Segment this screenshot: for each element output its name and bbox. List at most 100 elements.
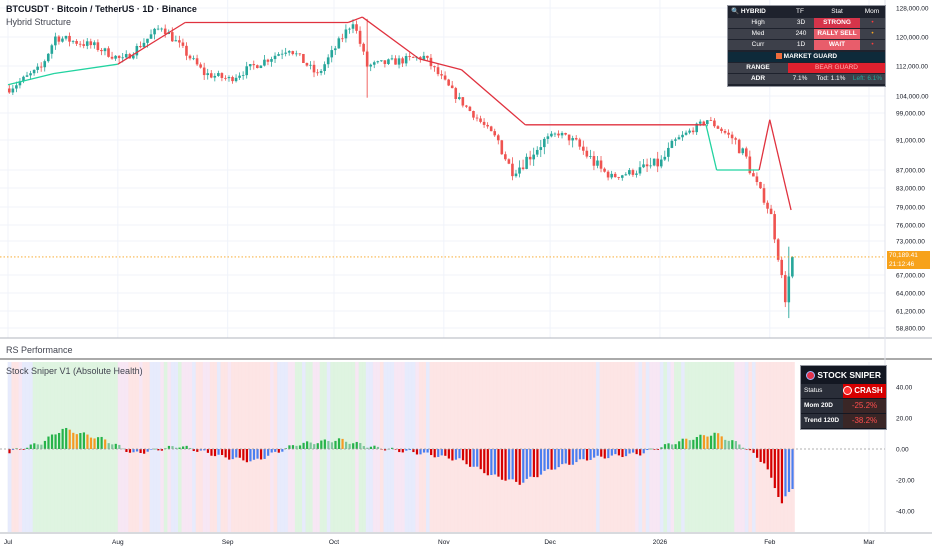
indicator-label-hybrid[interactable]: Hybrid Structure [6, 17, 72, 27]
histogram-bar [688, 440, 691, 449]
histogram-bar [281, 449, 284, 452]
bg-band [277, 362, 282, 532]
histogram-bar [369, 446, 373, 449]
candle-body [174, 40, 178, 42]
bg-band [457, 362, 462, 532]
candle-body [720, 128, 723, 132]
bg-band [266, 362, 271, 532]
candle-body [114, 55, 117, 59]
histogram-bar [444, 449, 447, 456]
price-tick-label: 83,000.00 [896, 186, 925, 193]
time-tick-label: Jul [4, 539, 13, 546]
time-axis[interactable]: Jul Aug Sep Oct Nov Dec 2026 Feb Mar [4, 539, 876, 546]
histogram-bar [238, 449, 241, 458]
candle-body [341, 38, 344, 40]
histogram-bar [160, 449, 163, 451]
pane-title-sniper[interactable]: Stock Sniper V1 (Absolute Health) [6, 366, 143, 376]
candle-body [273, 55, 277, 60]
bg-band [443, 362, 448, 532]
candle-body [75, 40, 78, 44]
row-value: -38.2% [843, 414, 886, 428]
candle-body [631, 170, 635, 175]
histogram-bar [472, 449, 475, 467]
histogram-bar [408, 449, 411, 451]
candle-body [295, 53, 298, 55]
bg-band [238, 362, 243, 532]
histogram-bar [316, 443, 319, 449]
candle-body [355, 24, 358, 31]
candle-body [32, 69, 36, 74]
histogram-bar [249, 449, 252, 462]
bg-band [397, 362, 402, 532]
histogram-bar [167, 445, 171, 449]
row-mom: • [860, 29, 885, 39]
histogram-bar [433, 449, 436, 458]
histogram-bar [295, 445, 298, 449]
sniper-histogram [0, 427, 885, 504]
candle-body [553, 133, 557, 135]
candle-body [422, 55, 426, 60]
histogram-bar [36, 444, 39, 449]
histogram-bar [614, 449, 617, 455]
bg-band [652, 362, 657, 532]
last-price-tag: 70,189.41 21:12:46 [887, 251, 930, 269]
candle-body [791, 256, 794, 277]
histogram-bar [398, 449, 401, 453]
bg-band [649, 362, 654, 532]
candle-body [667, 147, 670, 157]
bg-band [744, 362, 749, 532]
candle-body [96, 42, 100, 50]
candle-body [546, 136, 550, 139]
bg-band [603, 362, 608, 532]
candle-body [344, 29, 348, 39]
bg-band [535, 362, 540, 532]
candle-body [535, 149, 539, 155]
candle-body [783, 275, 787, 303]
candle-body [107, 48, 110, 57]
histogram-bar [461, 449, 465, 461]
bg-band [759, 362, 763, 532]
histogram-bar [571, 449, 574, 465]
bg-band [461, 362, 466, 532]
candle-body [723, 131, 727, 133]
histogram-bar [274, 449, 277, 452]
candle-body [698, 121, 702, 124]
sniper-tick-label: 40.00 [896, 385, 913, 392]
bg-band [776, 362, 781, 532]
pane-title-rs[interactable]: RS Performance [6, 345, 73, 355]
candle-body [319, 71, 323, 73]
sniper-axis[interactable]: 40.00 20.00 0.00 -20.00 -40.00 [896, 385, 915, 516]
histogram-bar [458, 449, 461, 459]
candle-body [507, 159, 511, 164]
histogram-bar [518, 449, 521, 485]
histogram-bar [582, 449, 585, 460]
bg-band [596, 362, 600, 532]
hybrid-structure-segment [418, 58, 462, 71]
row-mom: • [860, 40, 885, 50]
bg-band [408, 362, 413, 532]
bg-band [638, 362, 643, 532]
histogram-bar [125, 449, 128, 452]
histogram-bar [394, 449, 397, 450]
bg-band [206, 362, 211, 532]
bg-band [263, 362, 267, 532]
bg-band [209, 362, 214, 532]
candle-body [773, 214, 776, 240]
histogram-bar [284, 448, 287, 449]
candle-body [780, 259, 784, 276]
hybrid-structure-segment [7, 72, 55, 86]
price-axis[interactable]: 128,000.00 120,000.00 112,000.00 104,000.00… [896, 6, 929, 333]
candle-body [585, 150, 589, 157]
candle-body [468, 106, 472, 112]
bg-band [468, 362, 473, 532]
time-tick-label: Aug [112, 539, 124, 546]
candle-body [390, 58, 394, 60]
bg-band [496, 362, 501, 532]
last-price: 70,189.41 [889, 252, 918, 259]
candle-body [256, 65, 259, 69]
bg-band [433, 362, 437, 532]
bg-band [585, 362, 590, 532]
bg-band [213, 362, 218, 532]
symbol-title[interactable]: BTCUSDT · Bitcoin / TetherUS · 1D · Bina… [6, 4, 197, 14]
